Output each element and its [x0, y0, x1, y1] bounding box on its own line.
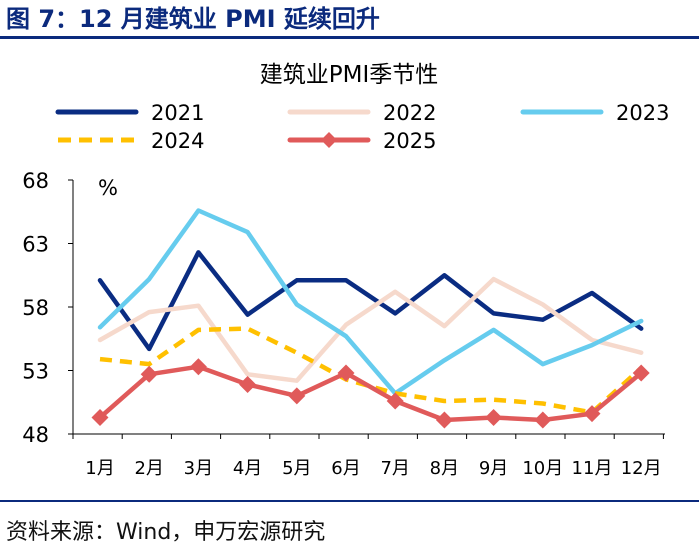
title-divider: [0, 36, 699, 39]
x-tick-label: 5月: [282, 458, 311, 479]
legend-item-2022: 2022: [287, 101, 436, 125]
series-2021: [97, 250, 644, 352]
legend-item-2023: 2023: [520, 101, 669, 125]
y-tick-label: 58: [22, 296, 49, 320]
series-line-2022: [97, 276, 644, 383]
legend-item-2021: 2021: [55, 101, 204, 125]
legend-label: 2022: [383, 101, 436, 125]
x-tick-label: 7月: [380, 458, 409, 479]
data-point-2025: [288, 387, 306, 405]
x-tick-label: 10月: [522, 458, 563, 479]
y-tick-label: 63: [22, 233, 49, 257]
x-tick-label: 2月: [134, 458, 163, 479]
data-point-2025: [239, 375, 257, 393]
series-line-2023: [97, 208, 644, 396]
y-tick-label: 48: [22, 423, 49, 447]
data-point-2025: [189, 358, 207, 376]
x-tick-label: 8月: [430, 458, 459, 479]
y-tick-label: 53: [22, 360, 49, 384]
x-tick-label: 6月: [331, 458, 360, 479]
legend-marker: [321, 132, 337, 148]
x-tick-label: 12月: [621, 458, 662, 479]
x-tick-label: 9月: [479, 458, 508, 479]
x-tick-label: 3月: [184, 458, 213, 479]
x-tick-label: 4月: [233, 458, 262, 479]
data-point-2025: [337, 364, 355, 382]
legend-label: 2024: [151, 129, 204, 153]
series-line-2025: [97, 364, 644, 423]
x-tick-label: 1月: [85, 458, 114, 479]
x-tick-label: 11月: [572, 458, 613, 479]
series-2022: [97, 276, 644, 383]
legend-label: 2023: [616, 101, 669, 125]
figure-title: 图 7：12 月建筑业 PMI 延续回升: [6, 5, 380, 33]
data-point-2025: [534, 411, 552, 429]
series-2023: [97, 208, 644, 396]
line-chart: 建筑业PMI季节性 2021 2022 2023 2024 2025 % 48 53 58 6…: [22, 62, 669, 479]
chart-axes: 48 53 58 63 68 1月 2月 3月 4月 5月 6月 7月 8月 9月 10月 11月 12月: [22, 169, 665, 479]
data-point-2025: [91, 408, 109, 426]
legend-item-2024: 2024: [58, 129, 204, 153]
legend-label: 2021: [151, 101, 204, 125]
source-divider: [0, 500, 699, 502]
data-point-2025: [485, 408, 503, 426]
legend-item-2025: 2025: [287, 129, 436, 153]
series-line-2021: [97, 250, 644, 352]
data-point-2025: [632, 364, 650, 382]
data-point-2025: [140, 365, 158, 383]
data-point-2025: [386, 392, 404, 410]
data-point-2025: [435, 411, 453, 429]
series-2025: [91, 358, 650, 429]
y-axis-unit: %: [98, 176, 118, 200]
chart-legend: 2021 2022 2023 2024 2025: [55, 101, 669, 153]
chart-title: 建筑业PMI季节性: [260, 62, 439, 88]
y-tick-label: 68: [22, 169, 49, 193]
chart-series: [91, 208, 650, 429]
source-note: 资料来源：Wind，申万宏源研究: [6, 520, 326, 545]
legend-label: 2025: [383, 129, 436, 153]
data-point-2025: [583, 405, 601, 423]
